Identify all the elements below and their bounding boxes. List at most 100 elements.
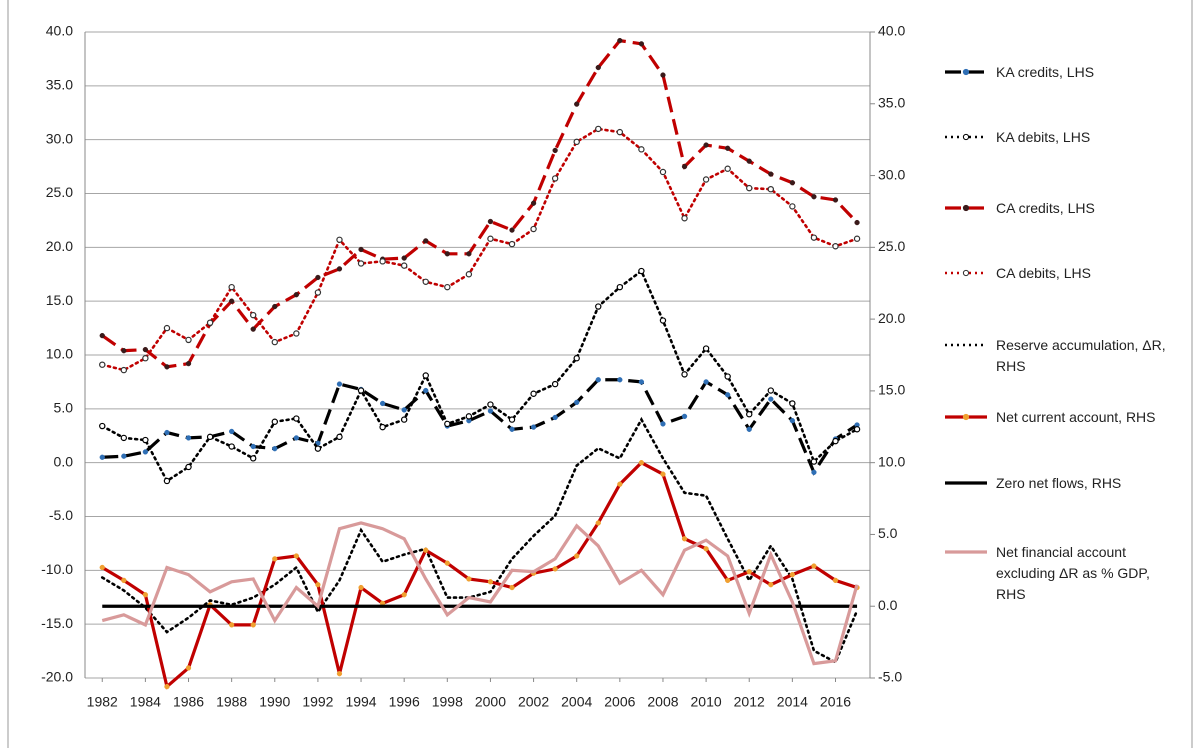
series-line — [100, 416, 859, 665]
data-point — [99, 454, 105, 460]
data-point — [228, 443, 235, 450]
series-line — [101, 38, 859, 369]
data-point — [163, 477, 171, 485]
data-point — [703, 142, 709, 148]
data-point — [681, 215, 688, 222]
x-tick-label: 2014 — [777, 694, 808, 710]
data-point — [206, 319, 214, 326]
y-tick-label: 20.0 — [46, 238, 73, 254]
data-point — [185, 336, 192, 344]
data-point — [185, 665, 192, 671]
data-point — [551, 175, 559, 182]
x-tick-label: 2006 — [604, 694, 635, 710]
y2-tick-label: 35.0 — [878, 94, 905, 110]
data-point — [681, 536, 688, 542]
data-point — [358, 584, 364, 591]
data-point — [681, 413, 688, 420]
data-point — [724, 373, 731, 380]
data-point — [336, 433, 343, 441]
data-point — [746, 569, 752, 575]
data-point — [767, 387, 774, 394]
data-point — [573, 138, 580, 146]
legend-marker — [962, 413, 970, 421]
y2-tick-label: 30.0 — [878, 166, 905, 182]
y-tick-label: -15.0 — [41, 615, 73, 631]
data-point — [768, 396, 774, 402]
x-tick-label: 2008 — [647, 694, 678, 710]
data-point — [681, 163, 688, 170]
legend-label: KA credits, LHS — [996, 64, 1095, 80]
data-point — [853, 426, 861, 433]
data-point — [767, 185, 774, 193]
data-point — [228, 428, 235, 435]
frame — [7, 0, 1193, 748]
data-point — [595, 303, 602, 310]
data-point — [142, 346, 149, 353]
data-point — [315, 582, 321, 588]
data-point — [724, 165, 731, 172]
data-point — [379, 423, 386, 431]
data-point — [250, 443, 256, 450]
data-point — [509, 227, 515, 233]
data-point — [120, 434, 128, 442]
x-tick-label: 1986 — [173, 694, 204, 710]
y-tick-label: 35.0 — [46, 77, 73, 93]
data-point — [703, 546, 709, 552]
data-point — [832, 197, 839, 203]
x-tick-label: 1998 — [432, 694, 463, 710]
data-point — [638, 460, 645, 466]
data-point — [99, 332, 105, 339]
data-point — [422, 372, 429, 379]
series-line — [102, 378, 858, 476]
data-point — [746, 426, 752, 432]
data-point — [638, 267, 645, 275]
data-point — [185, 435, 192, 441]
data-point — [574, 553, 580, 559]
data-point — [617, 481, 623, 487]
data-point — [487, 218, 494, 225]
data-point — [400, 416, 408, 423]
data-point — [142, 449, 149, 455]
data-point — [595, 64, 601, 71]
data-point — [725, 145, 731, 151]
data-point — [466, 251, 472, 257]
series-line — [100, 268, 859, 483]
x-tick-label: 2010 — [691, 694, 722, 710]
data-point — [142, 436, 149, 444]
data-point — [746, 184, 753, 192]
data-point — [250, 622, 256, 628]
x-tick-label: 2002 — [518, 694, 549, 710]
x-tick-label: 2000 — [475, 694, 506, 710]
data-point — [810, 234, 818, 241]
data-point — [400, 262, 408, 269]
data-point — [121, 453, 127, 459]
y2-tick-label: -5.0 — [878, 669, 902, 685]
data-point — [228, 283, 235, 291]
y-tick-label: -5.0 — [49, 507, 73, 523]
data-point — [509, 584, 515, 591]
x-tick-label: 1992 — [302, 694, 333, 710]
legend-label: Net current account, RHS — [996, 409, 1156, 425]
data-point — [271, 418, 278, 425]
data-point — [853, 235, 861, 242]
data-point — [616, 128, 624, 136]
data-point — [164, 364, 170, 370]
legend-label: Net financial account excluding ΔR as % … — [996, 544, 1150, 602]
data-point — [293, 292, 299, 298]
y2-tick-label: 40.0 — [878, 23, 905, 39]
data-point — [293, 435, 299, 441]
data-point — [336, 236, 343, 243]
data-point — [832, 243, 839, 250]
legend-label: Reserve accumulation, ΔR, RHS — [996, 337, 1166, 374]
data-point — [789, 400, 796, 407]
data-point — [487, 235, 494, 242]
data-point — [314, 445, 322, 452]
data-point — [487, 401, 494, 408]
data-point — [206, 433, 214, 441]
data-point — [315, 274, 321, 281]
legend-label: KA debits, LHS — [996, 129, 1091, 145]
legend-marker — [962, 68, 970, 76]
data-point — [725, 392, 731, 398]
data-point — [703, 379, 709, 385]
data-point — [444, 420, 451, 428]
